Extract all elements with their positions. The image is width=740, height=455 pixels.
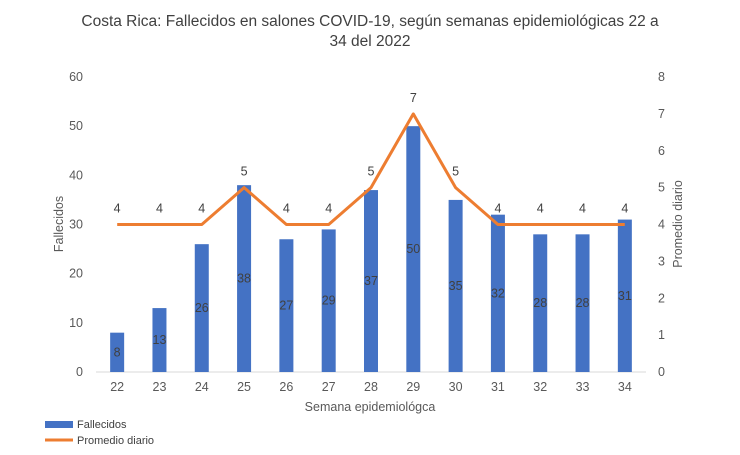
line-data-label: 4 (283, 202, 290, 216)
y-tick-label: 10 (69, 316, 83, 330)
y-tick-label: 60 (69, 70, 83, 84)
x-tick-label: 25 (237, 380, 251, 394)
bar (321, 229, 336, 372)
x-tick-label: 28 (364, 380, 378, 394)
line-data-label: 4 (325, 202, 332, 216)
x-tick-label: 29 (406, 380, 420, 394)
y2-tick-label: 1 (658, 328, 665, 342)
bar (575, 234, 590, 372)
line-series-promedio-diario (117, 112, 625, 226)
bar-data-label: 28 (576, 296, 590, 310)
line-data-labels: 4 4 4 5 4 4 5 7 5 4 4 4 4 (114, 91, 629, 216)
chart-title-line-1: Costa Rica: Fallecidos en salones COVID-… (81, 13, 659, 30)
line-data-label: 4 (494, 202, 501, 216)
bar-data-label: 29 (322, 294, 336, 308)
x-tick-label: 22 (110, 380, 124, 394)
line-data-label: 5 (452, 165, 459, 179)
x-tick-label: 33 (576, 380, 590, 394)
legend: Fallecidos Promedio diario (45, 419, 154, 447)
x-tick-label: 31 (491, 380, 505, 394)
legend-label-promedio-diario: Promedio diario (77, 435, 154, 447)
left-axis-ticks: 0 10 20 30 40 50 60 (69, 70, 83, 379)
y2-tick-label: 3 (658, 254, 665, 268)
x-tick-label: 34 (618, 380, 632, 394)
bar (617, 219, 632, 372)
bar-data-label: 35 (449, 279, 463, 293)
line-data-label: 7 (410, 91, 417, 105)
y-axis-title: Fallecidos (52, 196, 66, 252)
bar-data-label: 27 (279, 299, 293, 313)
bar-data-label: 28 (533, 296, 547, 310)
bar-data-label: 38 (237, 272, 251, 286)
y-tick-label: 20 (69, 267, 83, 281)
bar (194, 244, 209, 372)
line-data-label: 5 (368, 165, 375, 179)
y2-tick-label: 4 (658, 218, 665, 232)
bar-data-label: 26 (195, 301, 209, 315)
y-tick-label: 40 (69, 168, 83, 182)
x-axis-ticks: 22 23 24 25 26 27 28 29 30 31 32 33 34 (110, 380, 632, 394)
y-tick-label: 50 (69, 119, 83, 133)
right-axis-ticks: 0 1 2 3 4 5 6 7 8 (658, 70, 665, 379)
bar-data-label: 31 (618, 289, 632, 303)
bar-data-label: 8 (114, 345, 121, 359)
bar-data-labels: 8 13 26 38 27 29 37 50 35 32 28 28 31 (114, 242, 632, 359)
bar-data-label: 50 (406, 242, 420, 256)
line-data-label: 4 (198, 202, 205, 216)
line-data-label: 4 (621, 202, 628, 216)
y2-tick-label: 5 (658, 181, 665, 195)
y-tick-label: 0 (76, 365, 83, 379)
x-axis-title: Semana epidemiológca (305, 400, 436, 414)
bar (279, 239, 294, 372)
bar (490, 214, 505, 372)
bar (406, 126, 421, 373)
x-tick-label: 24 (195, 380, 209, 394)
bar-data-label: 37 (364, 274, 378, 288)
line-data-label: 4 (537, 202, 544, 216)
y2-tick-label: 0 (658, 365, 665, 379)
y2-tick-label: 2 (658, 291, 665, 305)
y2-axis-title: Promedio diario (671, 180, 685, 268)
line-data-label: 4 (114, 202, 121, 216)
bar-data-label: 13 (153, 333, 167, 347)
chart-title-line-2: 34 del 2022 (329, 33, 410, 50)
x-tick-label: 32 (533, 380, 547, 394)
bar (110, 332, 125, 372)
legend-label-fallecidos: Fallecidos (77, 419, 127, 431)
y2-tick-label: 8 (658, 70, 665, 84)
x-tick-label: 27 (322, 380, 336, 394)
legend-swatch-fallecidos (45, 421, 73, 428)
line-data-label: 4 (156, 202, 163, 216)
line-data-label: 4 (579, 202, 586, 216)
y2-tick-label: 7 (658, 107, 665, 121)
bar (533, 234, 548, 372)
x-tick-label: 23 (153, 380, 167, 394)
bar-data-label: 32 (491, 286, 505, 300)
chart-title: Costa Rica: Fallecidos en salones COVID-… (81, 13, 659, 50)
y2-tick-label: 6 (658, 144, 665, 158)
x-tick-label: 30 (449, 380, 463, 394)
bar-series-fallecidos (110, 126, 632, 373)
bar (152, 308, 167, 372)
y-tick-label: 30 (69, 218, 83, 232)
line-data-label: 5 (241, 165, 248, 179)
x-tick-label: 26 (279, 380, 293, 394)
bar (364, 190, 378, 372)
bar (237, 185, 252, 372)
bar (448, 199, 463, 372)
